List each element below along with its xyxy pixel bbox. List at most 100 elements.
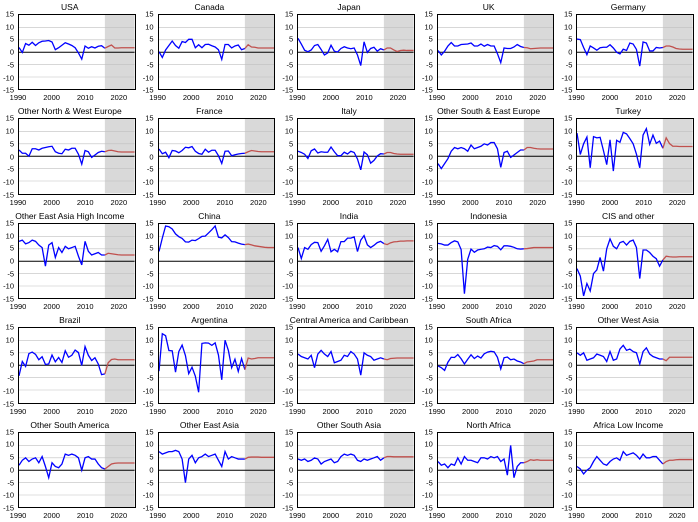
- panel: Central America and Caribbean-15-10-5051…: [279, 313, 419, 417]
- y-tick-label: 0: [429, 256, 433, 265]
- x-tick-label: 2020: [110, 198, 127, 207]
- y-tick-label: -5: [426, 165, 433, 174]
- x-tick-label: 2010: [496, 302, 513, 311]
- y-tick-label: 10: [6, 22, 14, 31]
- y-tick-label: 15: [564, 10, 572, 19]
- x-axis-labels: 1990200020102020: [297, 406, 415, 418]
- x-tick-label: 2010: [216, 302, 233, 311]
- x-tick-label: 2010: [356, 93, 373, 102]
- y-tick-label: 15: [145, 427, 153, 436]
- y-tick-label: 5: [289, 453, 293, 462]
- x-tick-label: 1990: [568, 407, 585, 416]
- y-axis-labels: -15-10-5051015: [558, 327, 574, 403]
- y-tick-label: 5: [429, 453, 433, 462]
- y-tick-label: 15: [424, 10, 432, 19]
- y-axis-labels: -15-10-5051015: [419, 223, 435, 299]
- plot-area: [437, 327, 555, 403]
- panel: Turkey-15-10-50510151990200020102020: [558, 104, 698, 208]
- x-tick-label: 2010: [496, 407, 513, 416]
- plot-svg: [159, 224, 275, 298]
- x-tick-label: 2010: [77, 407, 94, 416]
- y-tick-label: 0: [289, 256, 293, 265]
- x-axis-labels: 1990200020102020: [437, 301, 555, 313]
- y-tick-label: -10: [562, 178, 573, 187]
- y-tick-label: 15: [145, 218, 153, 227]
- y-axis-labels: -15-10-5051015: [0, 327, 16, 403]
- x-axis-labels: 1990200020102020: [437, 197, 555, 209]
- y-tick-label: 15: [6, 427, 14, 436]
- x-tick-label: 1990: [10, 407, 27, 416]
- panel-title: Other South America: [0, 420, 140, 430]
- y-tick-label: 0: [429, 465, 433, 474]
- y-tick-label: -5: [147, 374, 154, 383]
- y-tick-label: 5: [10, 244, 14, 253]
- x-tick-label: 2010: [356, 407, 373, 416]
- x-tick-label: 2010: [77, 198, 94, 207]
- x-tick-label: 1990: [568, 302, 585, 311]
- y-tick-label: 0: [10, 465, 14, 474]
- panel-title: Other East Asia: [140, 420, 280, 430]
- y-tick-label: 5: [568, 139, 572, 148]
- panel-title: Central America and Caribbean: [279, 315, 419, 325]
- plot-area: [158, 223, 276, 299]
- x-tick-label: 2010: [77, 93, 94, 102]
- x-tick-label: 1990: [149, 407, 166, 416]
- y-tick-label: -10: [3, 178, 14, 187]
- y-tick-label: -10: [3, 73, 14, 82]
- x-tick-label: 2000: [43, 198, 60, 207]
- x-tick-label: 1990: [428, 93, 445, 102]
- y-tick-label: -5: [7, 478, 14, 487]
- x-tick-label: 1990: [428, 302, 445, 311]
- y-tick-label: -10: [143, 282, 154, 291]
- y-tick-label: 15: [6, 114, 14, 123]
- y-axis-labels: -15-10-5051015: [140, 14, 156, 90]
- x-tick-label: 2020: [529, 407, 546, 416]
- plot-svg: [159, 433, 275, 507]
- y-tick-label: -10: [282, 386, 293, 395]
- panel: Italy-15-10-50510151990200020102020: [279, 104, 419, 208]
- y-tick-label: 0: [289, 152, 293, 161]
- y-tick-label: 10: [285, 440, 293, 449]
- x-tick-label: 2020: [250, 93, 267, 102]
- y-axis-labels: -15-10-5051015: [140, 118, 156, 194]
- panel: USA-15-10-50510151990200020102020: [0, 0, 140, 104]
- plot-area: [18, 14, 136, 90]
- x-tick-label: 2000: [43, 93, 60, 102]
- x-tick-label: 2000: [602, 511, 619, 520]
- panel: Canada-15-10-50510151990200020102020: [140, 0, 280, 104]
- y-tick-label: 5: [10, 453, 14, 462]
- x-axis-labels: 1990200020102020: [576, 510, 694, 522]
- y-tick-label: -5: [566, 269, 573, 278]
- y-tick-label: 15: [285, 10, 293, 19]
- y-tick-label: -5: [287, 374, 294, 383]
- y-tick-label: 0: [568, 361, 572, 370]
- y-tick-label: 10: [145, 231, 153, 240]
- y-tick-label: -10: [143, 178, 154, 187]
- y-tick-label: 5: [429, 348, 433, 357]
- y-tick-label: 5: [149, 348, 153, 357]
- y-tick-label: -10: [422, 491, 433, 500]
- y-tick-label: 10: [6, 127, 14, 136]
- x-axis-labels: 1990200020102020: [18, 510, 136, 522]
- x-tick-label: 2000: [462, 407, 479, 416]
- y-tick-label: 0: [289, 361, 293, 370]
- plot-area: [437, 432, 555, 508]
- x-tick-label: 2020: [250, 198, 267, 207]
- y-tick-label: -10: [562, 491, 573, 500]
- x-axis-labels: 1990200020102020: [18, 406, 136, 418]
- x-tick-label: 1990: [428, 511, 445, 520]
- y-tick-label: 5: [10, 139, 14, 148]
- y-tick-label: -10: [562, 282, 573, 291]
- plot-svg: [438, 119, 554, 193]
- y-tick-label: -5: [7, 165, 14, 174]
- plot-area: [437, 223, 555, 299]
- x-axis-labels: 1990200020102020: [297, 301, 415, 313]
- y-tick-label: 5: [289, 348, 293, 357]
- y-tick-label: -10: [143, 73, 154, 82]
- x-axis-labels: 1990200020102020: [576, 92, 694, 104]
- forecast-line: [524, 47, 554, 48]
- y-tick-label: 0: [289, 465, 293, 474]
- plot-svg: [298, 328, 414, 402]
- x-tick-label: 2010: [216, 407, 233, 416]
- y-tick-label: -10: [3, 386, 14, 395]
